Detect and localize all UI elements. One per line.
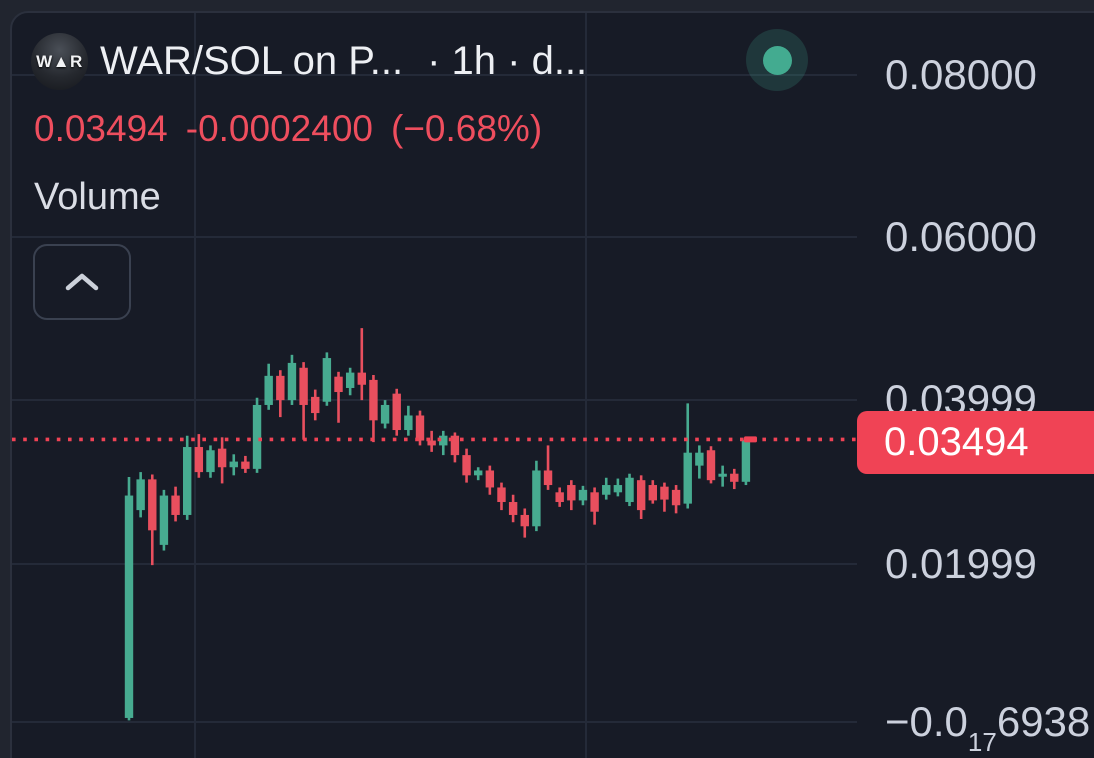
status-dot-core bbox=[762, 45, 792, 75]
price-change-percent: (−0.68%) bbox=[390, 108, 543, 149]
expand-pane-button[interactable] bbox=[33, 244, 131, 320]
symbol-title[interactable]: WAR/SOL on P... bbox=[100, 39, 404, 83]
price-axis-label: 0.06000 bbox=[885, 213, 1037, 260]
price-change: -0.0002400 bbox=[185, 108, 373, 149]
chevron-up-icon bbox=[65, 273, 99, 291]
current-price-badge: 0.03494 bbox=[857, 411, 1094, 474]
price-row: 0.03494 -0.0002400 (−0.68%) bbox=[34, 108, 542, 150]
price-axis-label: 0.01999 bbox=[885, 540, 1037, 587]
price-scale[interactable]: 0.08000 0.06000 0.03999 0.01999 −0.0176938 bbox=[854, 0, 1094, 758]
interval-label[interactable]: · 1h · d... bbox=[427, 39, 588, 83]
connection-status-icon[interactable] bbox=[746, 29, 808, 91]
chart-panel bbox=[10, 11, 1094, 758]
token-avatar: W▲R bbox=[31, 33, 88, 90]
price-axis-label: −0.0176938 bbox=[885, 698, 1091, 758]
symbol-header[interactable]: W▲R WAR/SOL on P... · 1h · d... bbox=[31, 33, 587, 90]
volume-pane-label: Volume bbox=[34, 176, 161, 218]
last-price: 0.03494 bbox=[34, 108, 168, 149]
price-axis-label: 0.08000 bbox=[885, 51, 1037, 98]
